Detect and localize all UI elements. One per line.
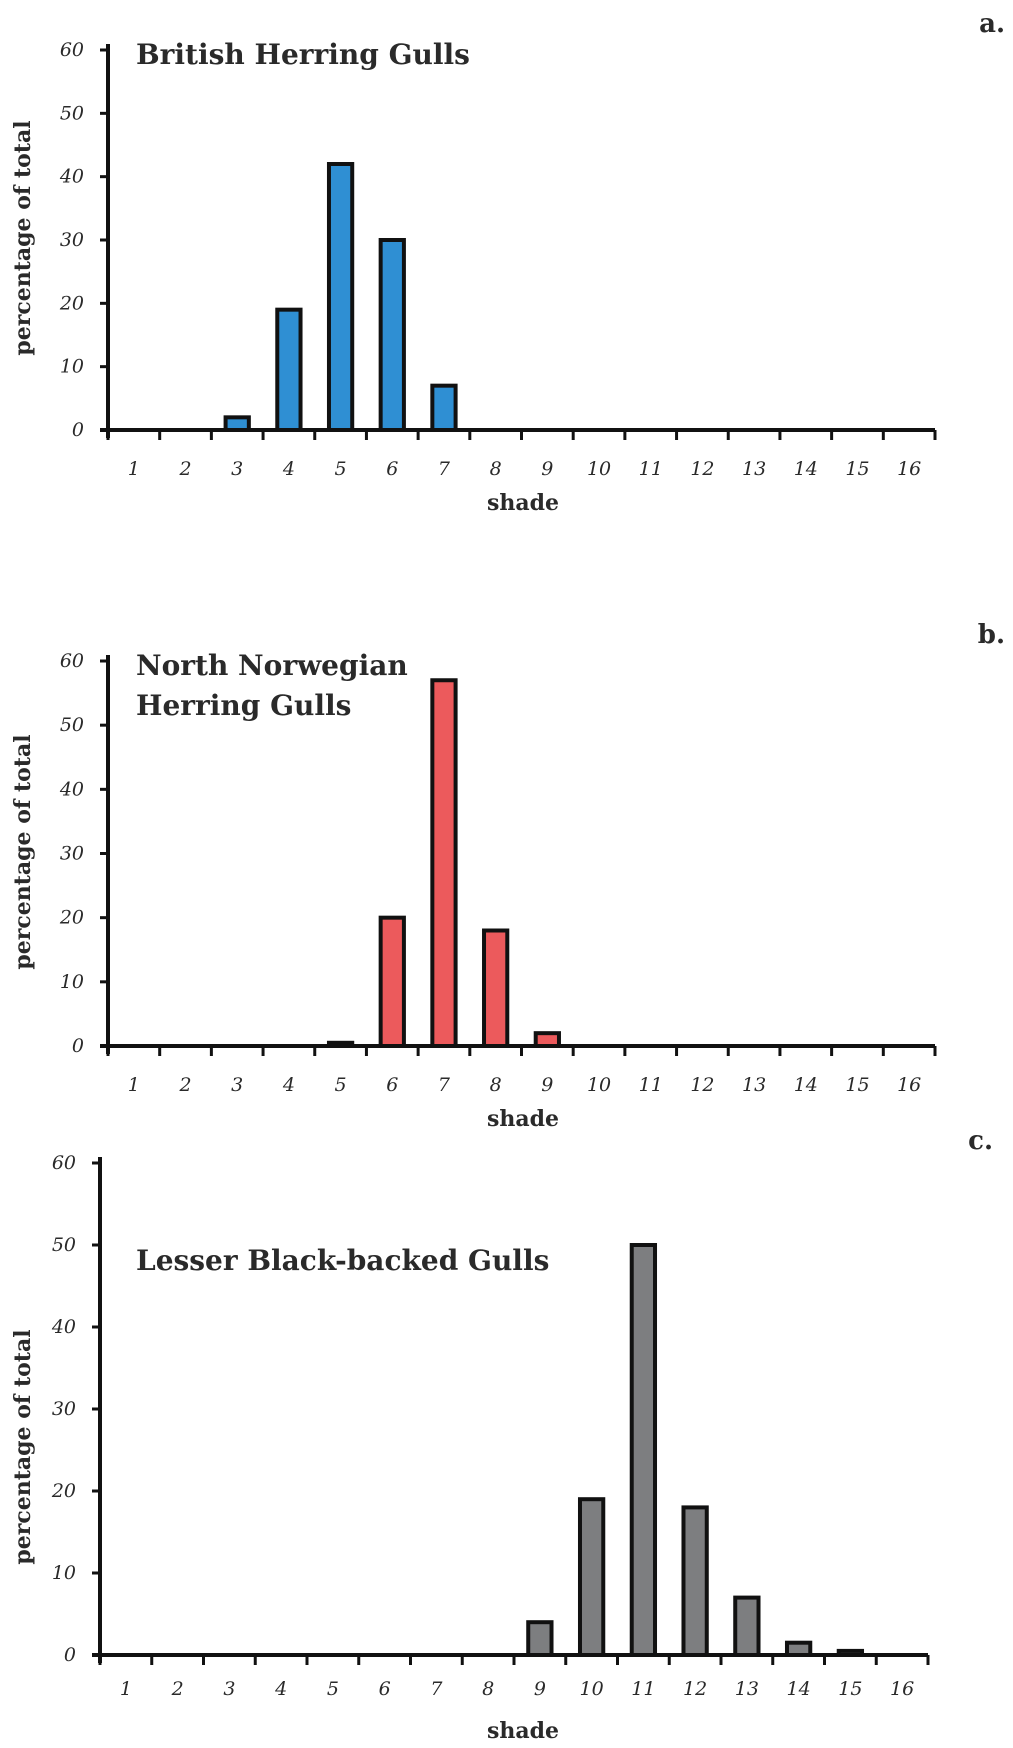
y-tick-label: 0 (64, 1644, 76, 1666)
x-tick-label: 5 (335, 458, 347, 480)
panel-letter: b. (978, 620, 1005, 650)
x-tick-label: 7 (430, 1678, 443, 1700)
x-tick-label: 9 (541, 1074, 553, 1096)
x-tick-label: 12 (683, 1678, 707, 1700)
y-tick-label: 0 (72, 1035, 84, 1057)
x-tick-label: 10 (580, 1678, 604, 1700)
bar-shade-6 (378, 238, 406, 432)
x-axis-title: shade (487, 1718, 559, 1744)
y-tick-label: 60 (60, 39, 84, 61)
x-axis-title: shade (487, 490, 559, 516)
bar-shade-9 (526, 1620, 554, 1657)
x-tick-label: 8 (490, 458, 502, 480)
x-tick-label: 13 (742, 458, 766, 480)
x-tick-label: 8 (490, 1074, 502, 1096)
y-tick-label: 30 (60, 229, 84, 251)
bar-shade-5 (326, 162, 355, 432)
x-tick-label: 7 (438, 1074, 451, 1096)
panel-letter: c. (968, 1126, 993, 1156)
bar-shade-11 (629, 1243, 658, 1657)
y-tick-label: 10 (52, 1562, 76, 1584)
chart-panel-3: c. Lesser Black-backed Gulls percentage of… (10, 1126, 993, 1744)
x-tick-label: 7 (438, 458, 451, 480)
y-tick-label: 60 (60, 650, 84, 672)
x-tick-label: 1 (128, 458, 140, 480)
x-tick-label: 12 (690, 458, 714, 480)
x-tick-label: 2 (178, 1074, 191, 1096)
y-tick-label: 60 (52, 1152, 76, 1174)
y-tick-label: 10 (60, 971, 84, 993)
y-axis-title: percentage of total (10, 120, 36, 355)
x-tick-label: 6 (379, 1678, 391, 1700)
y-tick-label: 30 (52, 1398, 76, 1420)
x-tick-label: 1 (120, 1678, 132, 1700)
x-tick-label: 11 (631, 1678, 655, 1700)
bar-shade-13 (733, 1595, 761, 1657)
bar-shade-7 (430, 678, 458, 1048)
chart-panel-2: b. North Norwegian Herring Gulls percentage… (10, 620, 1005, 1132)
x-tick-label: 11 (639, 1074, 663, 1096)
y-tick-label: 40 (59, 166, 84, 188)
x-tick-label: 5 (335, 1074, 347, 1096)
x-tick-label: 14 (794, 458, 818, 480)
x-tick-label: 1 (128, 1074, 140, 1096)
x-tick-label: 3 (231, 458, 243, 480)
bar-shade-7 (430, 383, 458, 432)
x-tick-label: 13 (735, 1678, 759, 1700)
x-tick-label: 2 (178, 458, 191, 480)
x-tick-label: 8 (482, 1678, 494, 1700)
panel-letter: a. (979, 9, 1005, 39)
x-tick-label: 10 (587, 1074, 611, 1096)
x-tick-label: 14 (794, 1074, 818, 1096)
y-tick-label: 20 (51, 1480, 76, 1502)
y-tick-label: 20 (59, 907, 84, 929)
y-tick-label: 50 (52, 1234, 76, 1256)
x-tick-label: 2 (171, 1678, 184, 1700)
bar-shade-8 (482, 928, 510, 1048)
x-tick-label: 14 (787, 1678, 811, 1700)
x-tick-label: 15 (838, 1678, 862, 1700)
bar-shade-4 (275, 307, 303, 432)
chart-title: North Norwegian Herring Gulls (136, 649, 408, 722)
chart-panel-1: a. British Herring Gulls percentage of tot… (10, 9, 1005, 516)
y-tick-label: 30 (60, 843, 84, 865)
x-tick-label: 10 (587, 458, 611, 480)
x-tick-label: 15 (845, 458, 869, 480)
x-tick-label: 12 (690, 1074, 714, 1096)
x-tick-label: 3 (231, 1074, 243, 1096)
x-tick-label: 6 (386, 458, 398, 480)
x-tick-label: 4 (282, 458, 295, 480)
y-tick-label: 0 (72, 419, 84, 441)
x-tick-label: 11 (639, 458, 663, 480)
y-tick-label: 50 (60, 102, 84, 124)
x-tick-label: 4 (274, 1678, 287, 1700)
x-tick-label: 9 (541, 458, 553, 480)
y-tick-label: 40 (59, 778, 84, 800)
y-tick-label: 40 (51, 1316, 76, 1338)
y-tick-label: 10 (60, 356, 84, 378)
chart-title: Lesser Black-backed Gulls (136, 1244, 549, 1277)
x-tick-label: 13 (742, 1074, 766, 1096)
x-tick-label: 5 (327, 1678, 339, 1700)
chart-title: British Herring Gulls (136, 38, 470, 71)
x-tick-label: 4 (282, 1074, 295, 1096)
bar-shade-6 (378, 915, 406, 1049)
y-tick-label: 20 (59, 292, 84, 314)
bar-shade-12 (681, 1505, 709, 1658)
y-axis-title: percentage of total (10, 734, 36, 969)
bar-shade-10 (577, 1497, 606, 1657)
y-tick-label: 50 (60, 714, 84, 736)
x-axis-title: shade (487, 1106, 559, 1132)
x-tick-label: 9 (534, 1678, 546, 1700)
x-tick-label: 6 (386, 1074, 398, 1096)
x-tick-label: 3 (223, 1678, 235, 1700)
x-tick-label: 16 (897, 1074, 921, 1096)
x-tick-label: 15 (845, 1074, 869, 1096)
x-tick-label: 16 (897, 458, 921, 480)
x-tick-label: 16 (890, 1678, 914, 1700)
y-axis-title: percentage of total (10, 1329, 36, 1564)
